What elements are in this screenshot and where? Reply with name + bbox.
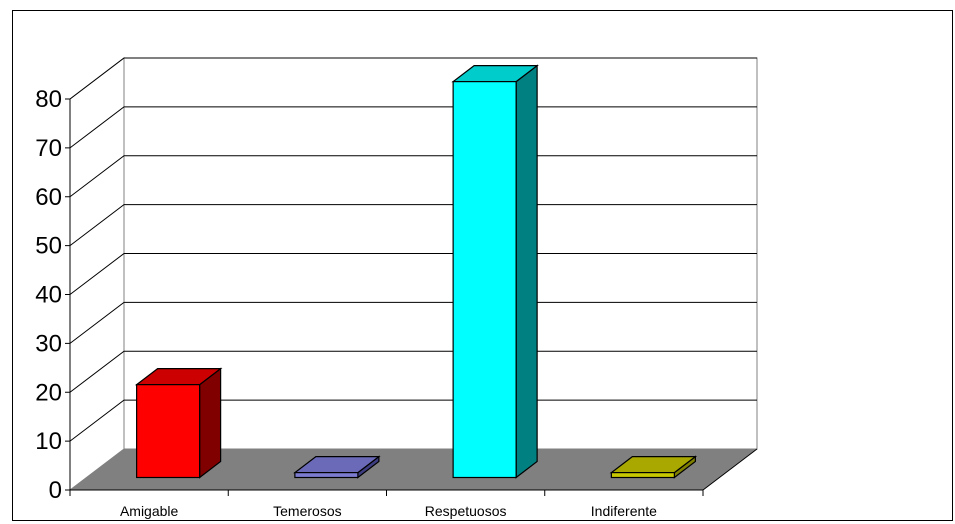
bar	[134, 367, 223, 479]
y-axis-tick-labels: 0 10 20 30 40 50 60 70 80	[35, 86, 62, 504]
x-tick-label: Indiferente	[591, 503, 657, 519]
bar	[609, 455, 698, 479]
bar	[293, 455, 381, 479]
bar-side	[199, 367, 222, 479]
y-tick-label: 40	[35, 282, 62, 309]
axes	[65, 98, 758, 496]
bar-side	[515, 64, 538, 479]
bar-front	[136, 384, 201, 479]
bar-front	[452, 81, 517, 479]
y-tick-label: 30	[35, 330, 62, 357]
chart-frame	[12, 10, 953, 521]
gridline	[69, 57, 757, 100]
gridline	[69, 350, 757, 393]
bar-front	[610, 472, 675, 479]
x-tick-label: Respetuosos	[425, 503, 507, 519]
floor-edge	[702, 448, 758, 491]
y-tick-label: 10	[35, 428, 62, 455]
x-tick-label: Temerosos	[273, 503, 341, 519]
bars	[134, 64, 698, 479]
floor	[70, 449, 757, 490]
bar	[451, 64, 539, 479]
gridline	[69, 399, 757, 442]
bar-front	[294, 472, 359, 479]
y-tick-label: 50	[35, 233, 62, 260]
y-tick-label: 70	[35, 135, 62, 162]
gridline	[69, 253, 757, 295]
x-axis-tick-labels: Amigable Temerosos Respetuosos Indiferente	[120, 503, 657, 519]
x-tick-label: Amigable	[120, 503, 179, 519]
y-tick-label: 20	[35, 379, 62, 406]
y-tick-label: 60	[35, 184, 62, 211]
gridline	[69, 155, 757, 198]
gridline	[69, 106, 757, 149]
y-tick-label: 0	[49, 477, 62, 504]
y-tick-label: 80	[35, 86, 62, 113]
gridline	[69, 301, 757, 344]
gridlines	[69, 57, 757, 442]
chart-floor	[70, 449, 757, 490]
gridline	[69, 204, 757, 247]
